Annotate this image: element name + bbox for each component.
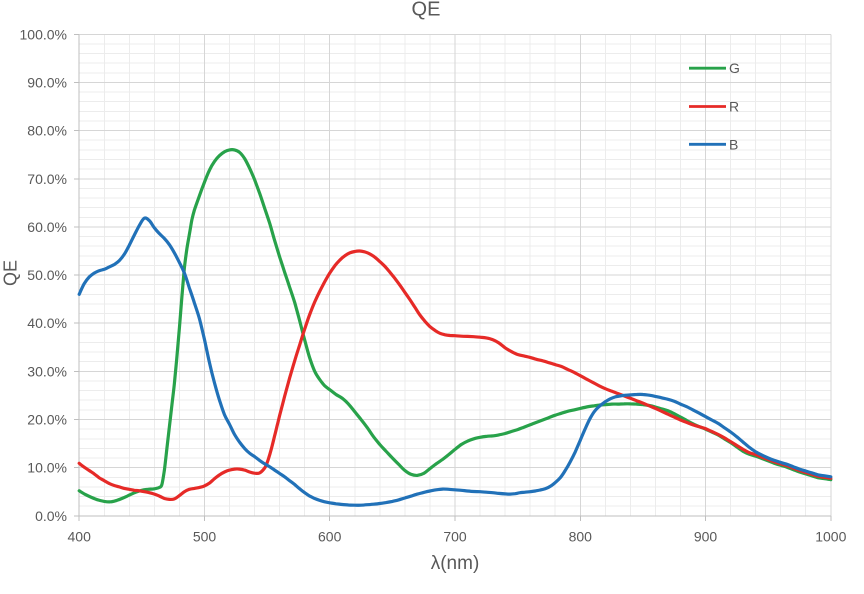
svg-text:0.0%: 0.0% bbox=[35, 508, 67, 524]
svg-text:50.0%: 50.0% bbox=[27, 267, 67, 283]
svg-text:10.0%: 10.0% bbox=[27, 460, 67, 476]
svg-text:QE: QE bbox=[412, 0, 441, 21]
svg-text:900: 900 bbox=[694, 529, 718, 545]
svg-text:100.0%: 100.0% bbox=[20, 26, 67, 42]
svg-text:G: G bbox=[729, 60, 740, 76]
svg-text:90.0%: 90.0% bbox=[27, 74, 67, 90]
svg-text:20.0%: 20.0% bbox=[27, 412, 67, 428]
svg-text:λ(nm): λ(nm) bbox=[431, 553, 480, 574]
svg-text:30.0%: 30.0% bbox=[27, 363, 67, 379]
svg-text:40.0%: 40.0% bbox=[27, 315, 67, 331]
svg-text:60.0%: 60.0% bbox=[27, 219, 67, 235]
svg-text:B: B bbox=[729, 136, 738, 152]
svg-text:400: 400 bbox=[68, 529, 92, 545]
svg-text:QE: QE bbox=[1, 260, 21, 286]
svg-text:600: 600 bbox=[318, 529, 342, 545]
svg-text:700: 700 bbox=[443, 529, 467, 545]
svg-text:R: R bbox=[729, 99, 739, 115]
svg-text:70.0%: 70.0% bbox=[27, 171, 67, 187]
svg-text:1000: 1000 bbox=[815, 529, 846, 545]
svg-text:500: 500 bbox=[193, 529, 217, 545]
svg-text:80.0%: 80.0% bbox=[27, 123, 67, 139]
svg-text:800: 800 bbox=[569, 529, 593, 545]
